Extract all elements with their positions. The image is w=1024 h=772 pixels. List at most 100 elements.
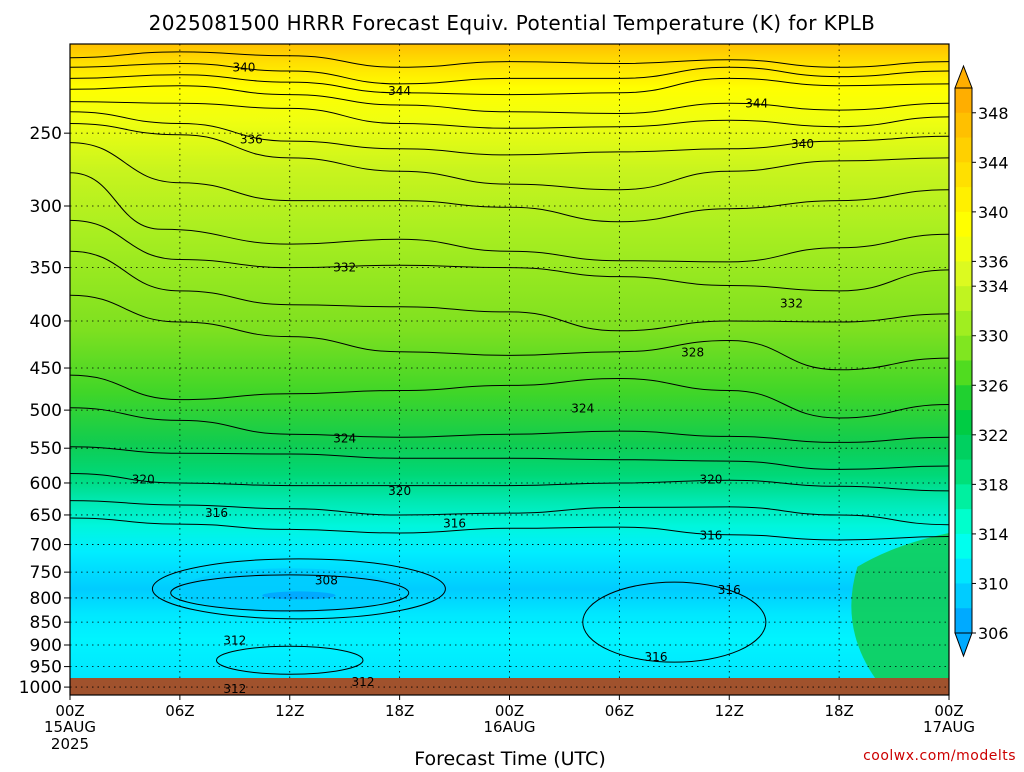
x-tick-label: 18Z bbox=[824, 702, 853, 720]
y-tick-label: 500 bbox=[30, 401, 62, 421]
x-tick-label: 00Z bbox=[495, 702, 524, 720]
colorbar-segment bbox=[955, 558, 972, 585]
contour-line bbox=[69, 85, 950, 115]
contour-label: 320 bbox=[388, 484, 411, 498]
colorbar-top-arrow bbox=[954, 64, 973, 89]
contour-label: 308 bbox=[315, 574, 338, 588]
y-tick-label: 400 bbox=[30, 312, 62, 332]
contour-label: 312 bbox=[352, 675, 375, 689]
colorbar-bottom-arrow bbox=[954, 632, 973, 658]
contour-label: 312 bbox=[223, 634, 246, 648]
contour-label: 324 bbox=[333, 432, 356, 446]
x-tick-sublabel: 15AUG bbox=[44, 718, 96, 736]
contour-line bbox=[151, 558, 446, 620]
colorbar-segment bbox=[955, 162, 972, 188]
contour-line bbox=[69, 172, 950, 263]
contour-label: 336 bbox=[240, 133, 263, 147]
colorbar-label: 336 bbox=[978, 252, 1009, 271]
contour-line bbox=[69, 374, 950, 419]
colorbar-segment bbox=[955, 286, 972, 312]
x-tick-label: 12Z bbox=[715, 702, 744, 720]
contour-line bbox=[69, 219, 950, 292]
colorbar-segment bbox=[955, 434, 972, 461]
contour-line bbox=[69, 250, 950, 332]
contour-line bbox=[69, 123, 950, 191]
cool-core bbox=[262, 591, 336, 600]
colorbar-label: 306 bbox=[978, 624, 1009, 643]
contour-label: 316 bbox=[205, 506, 228, 520]
y-tick-label: 300 bbox=[30, 197, 62, 217]
contour-line bbox=[69, 500, 950, 526]
x-axis-label: Forecast Time (UTC) bbox=[414, 748, 605, 768]
contour-label: 344 bbox=[745, 96, 768, 110]
colorbar-segment bbox=[955, 509, 972, 535]
colorbar-label: 330 bbox=[978, 327, 1009, 346]
contour-line bbox=[69, 74, 950, 96]
y-tick-label: 450 bbox=[30, 359, 62, 379]
contour-label: 332 bbox=[333, 261, 356, 275]
colorbar-segment bbox=[955, 137, 972, 163]
y-tick-label: 600 bbox=[30, 474, 62, 494]
y-tick-label: 750 bbox=[30, 563, 62, 583]
contour-label: 340 bbox=[791, 137, 814, 151]
x-tick-label: 06Z bbox=[165, 702, 194, 720]
colorbar-segment bbox=[955, 459, 972, 485]
contour-line bbox=[69, 142, 950, 223]
x-tick-label: 00Z bbox=[55, 702, 84, 720]
x-tick-label: 06Z bbox=[605, 702, 634, 720]
contour-line bbox=[69, 101, 950, 129]
contour-label: 340 bbox=[233, 60, 256, 74]
chart-title: 2025081500 HRRR Forecast Equiv. Potentia… bbox=[149, 11, 876, 35]
colorbar-segment bbox=[955, 112, 972, 139]
contour-label: 332 bbox=[780, 297, 803, 311]
contour-label: 324 bbox=[571, 402, 594, 416]
x-tick-label: 12Z bbox=[275, 702, 304, 720]
contour-line bbox=[69, 111, 950, 156]
contour-line bbox=[69, 51, 950, 68]
colorbar-segment bbox=[955, 310, 972, 337]
y-tick-label: 850 bbox=[30, 613, 62, 633]
grid-lines bbox=[69, 44, 950, 688]
low-level-warm-region bbox=[851, 532, 949, 684]
contour-line bbox=[69, 294, 950, 371]
contour-line bbox=[69, 62, 950, 85]
colorbar-segment bbox=[955, 608, 972, 634]
contour-lines bbox=[69, 51, 950, 675]
colorbar-segment bbox=[955, 261, 972, 287]
colorbar-label: 340 bbox=[978, 203, 1009, 222]
y-tick-label: 650 bbox=[30, 506, 62, 526]
colorbar-label: 314 bbox=[978, 525, 1009, 544]
y-axis: 250 300 350 400 450 500 550 600 650 700 750 800 850 9… bbox=[19, 124, 70, 698]
colorbar-label: 334 bbox=[978, 277, 1009, 296]
y-tick-label: 800 bbox=[30, 589, 62, 609]
colorbar-segment bbox=[955, 88, 972, 114]
x-tick-sublabel: 16AUG bbox=[484, 718, 536, 736]
y-tick-label: 250 bbox=[30, 124, 62, 144]
colorbar-label: 348 bbox=[978, 104, 1009, 123]
x-tick-sublabel: 2025 bbox=[51, 735, 89, 753]
colorbar-label: 326 bbox=[978, 376, 1009, 395]
contour-label: 344 bbox=[388, 84, 411, 98]
colorbar-segment bbox=[955, 211, 972, 238]
y-tick-label: 350 bbox=[30, 259, 62, 279]
y-tick-label: 900 bbox=[30, 636, 62, 656]
contour-label: 316 bbox=[645, 650, 668, 664]
y-tick-label: 700 bbox=[30, 536, 62, 556]
contour-line bbox=[69, 446, 950, 470]
colorbar-label: 318 bbox=[978, 475, 1009, 494]
colorbar-segment bbox=[955, 236, 972, 263]
contour-label: 316 bbox=[699, 528, 722, 542]
colorbar-segment bbox=[955, 583, 972, 609]
y-tick-label: 550 bbox=[30, 439, 62, 459]
x-tick-sublabel: 17AUG bbox=[923, 718, 975, 736]
contour-line bbox=[216, 645, 364, 675]
contour-line bbox=[170, 574, 410, 612]
contour-label: 316 bbox=[443, 516, 466, 530]
colorbar-segment bbox=[955, 187, 972, 213]
contour-label: 328 bbox=[681, 346, 704, 360]
colorbar-label: 322 bbox=[978, 426, 1009, 445]
x-tick-label: 00Z bbox=[934, 702, 963, 720]
contour-label: 316 bbox=[718, 583, 741, 597]
ground-surface bbox=[70, 678, 949, 695]
